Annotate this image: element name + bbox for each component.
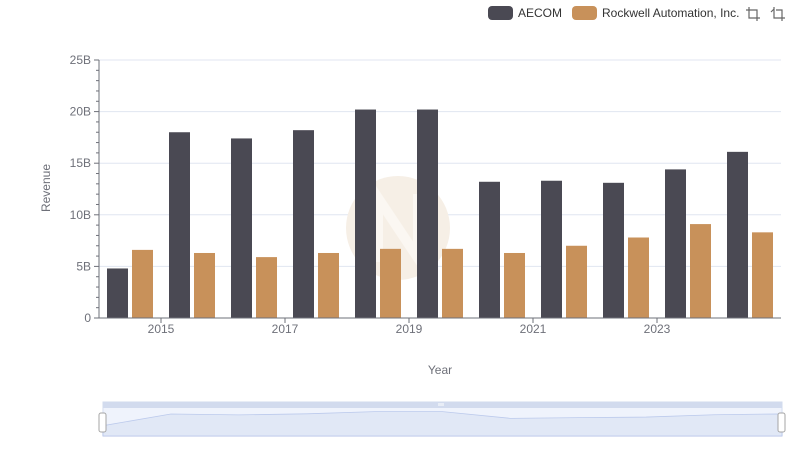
bar-aecom-2024[interactable] xyxy=(727,151,748,318)
legend-swatch-aecom xyxy=(488,6,513,20)
x-axis-title: Year xyxy=(428,363,452,377)
x-tick-label: 2019 xyxy=(396,322,423,336)
bar-rockwell-2017[interactable] xyxy=(318,252,339,318)
legend: AECOM Rockwell Automation, Inc. xyxy=(488,4,749,22)
data-zoom-slider[interactable] xyxy=(98,401,786,437)
y-tick-label: 20B xyxy=(70,105,91,119)
y-tick-label: 5B xyxy=(76,259,91,273)
legend-swatch-rockwell xyxy=(572,6,598,20)
bar-aecom-2020[interactable] xyxy=(479,181,500,318)
bar-rockwell-2016[interactable] xyxy=(256,257,277,318)
bar-rockwell-2024[interactable] xyxy=(752,232,773,318)
bar-aecom-2018[interactable] xyxy=(355,109,376,318)
legend-label-rockwell: Rockwell Automation, Inc. xyxy=(602,6,740,20)
slider-move-handle-icon[interactable] xyxy=(438,403,444,406)
slider-left-handle[interactable] xyxy=(98,412,107,433)
bar-aecom-2016[interactable] xyxy=(231,138,252,318)
bar-aecom-2022[interactable] xyxy=(603,182,624,318)
bar-aecom-2023[interactable] xyxy=(665,169,686,318)
bar-aecom-2014[interactable] xyxy=(107,268,128,318)
x-tick-label: 2017 xyxy=(272,322,299,336)
zoom-icon[interactable] xyxy=(745,6,761,22)
y-tick-label: 10B xyxy=(70,208,91,222)
bar-rockwell-2018[interactable] xyxy=(380,248,401,318)
bar-aecom-2021[interactable] xyxy=(541,180,562,318)
bar-rockwell-2019[interactable] xyxy=(442,248,463,318)
y-tick-label: 25B xyxy=(70,53,91,67)
x-tick-label: 2015 xyxy=(148,322,175,336)
legend-item-rockwell[interactable]: Rockwell Automation, Inc. xyxy=(572,6,739,20)
y-tick-label: 0 xyxy=(84,311,91,325)
toolbox xyxy=(745,6,786,22)
bar-rockwell-2023[interactable] xyxy=(690,224,711,318)
legend-label-aecom: AECOM xyxy=(518,6,563,20)
y-axis-title: Revenue xyxy=(39,164,53,212)
x-tick-label: 2021 xyxy=(520,322,547,336)
x-tick-label: 2023 xyxy=(644,322,671,336)
bar-rockwell-2022[interactable] xyxy=(628,237,649,318)
zoom-reset-icon[interactable] xyxy=(770,6,786,22)
bar-rockwell-2014[interactable] xyxy=(132,249,153,318)
bar-rockwell-2021[interactable] xyxy=(566,245,587,318)
bars xyxy=(107,109,773,318)
bar-aecom-2017[interactable] xyxy=(293,130,314,318)
legend-item-aecom[interactable]: AECOM xyxy=(488,6,562,20)
y-tick-label: 15B xyxy=(70,156,91,170)
axes: 0 5B 10B 15B 20B 25B 2015 2017 2019 2021 2023 xyxy=(70,53,781,336)
bar-aecom-2015[interactable] xyxy=(169,132,190,318)
slider-right-handle[interactable] xyxy=(777,412,786,433)
bar-rockwell-2015[interactable] xyxy=(194,252,215,318)
bar-aecom-2019[interactable] xyxy=(417,109,438,318)
bar-rockwell-2020[interactable] xyxy=(504,252,525,318)
